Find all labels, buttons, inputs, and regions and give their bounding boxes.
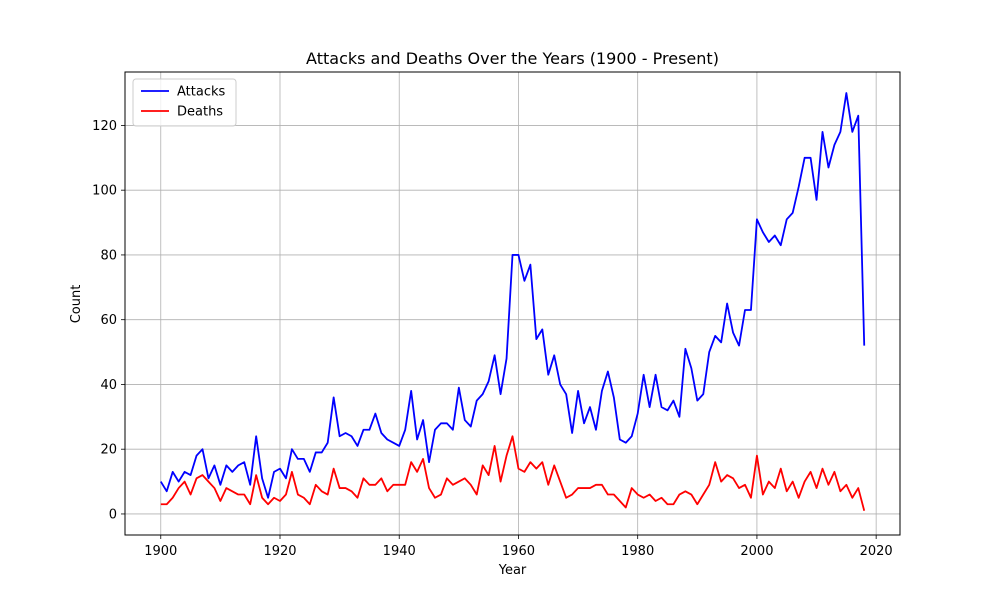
- x-tick-label: 1920: [263, 544, 296, 559]
- x-tick-label: 1960: [502, 544, 535, 559]
- y-tick-label: 40: [100, 378, 117, 393]
- x-axis-label: Year: [498, 563, 527, 578]
- y-tick-label: 100: [92, 184, 117, 199]
- y-tick-label: 60: [100, 313, 117, 328]
- x-tick-label: 1940: [383, 544, 416, 559]
- plot-area-frame: [124, 71, 901, 536]
- legend-label-deaths: Deaths: [177, 105, 223, 120]
- series-line-attacks: [160, 92, 866, 499]
- y-tick-label: 120: [92, 119, 117, 134]
- y-tick-label: 80: [100, 248, 117, 263]
- x-tick-label: 2000: [740, 544, 773, 559]
- y-axis-label: Count: [69, 285, 84, 324]
- chart-title: Attacks and Deaths Over the Years (1900 …: [306, 49, 719, 68]
- legend-label-attacks: Attacks: [177, 85, 226, 100]
- series-layer: [160, 92, 866, 511]
- x-tick-label: 1900: [144, 544, 177, 559]
- series-line-deaths: [160, 435, 866, 511]
- ticks: 1900 1920 1940 1960 1980 2000 2020 0 20 40 60 80 100…: [92, 119, 893, 559]
- y-tick-label: 0: [109, 507, 117, 522]
- x-tick-label: 2020: [860, 544, 893, 559]
- x-tick-label: 1980: [621, 544, 654, 559]
- y-tick-label: 20: [100, 443, 117, 458]
- legend: Attacks Deaths: [132, 78, 237, 127]
